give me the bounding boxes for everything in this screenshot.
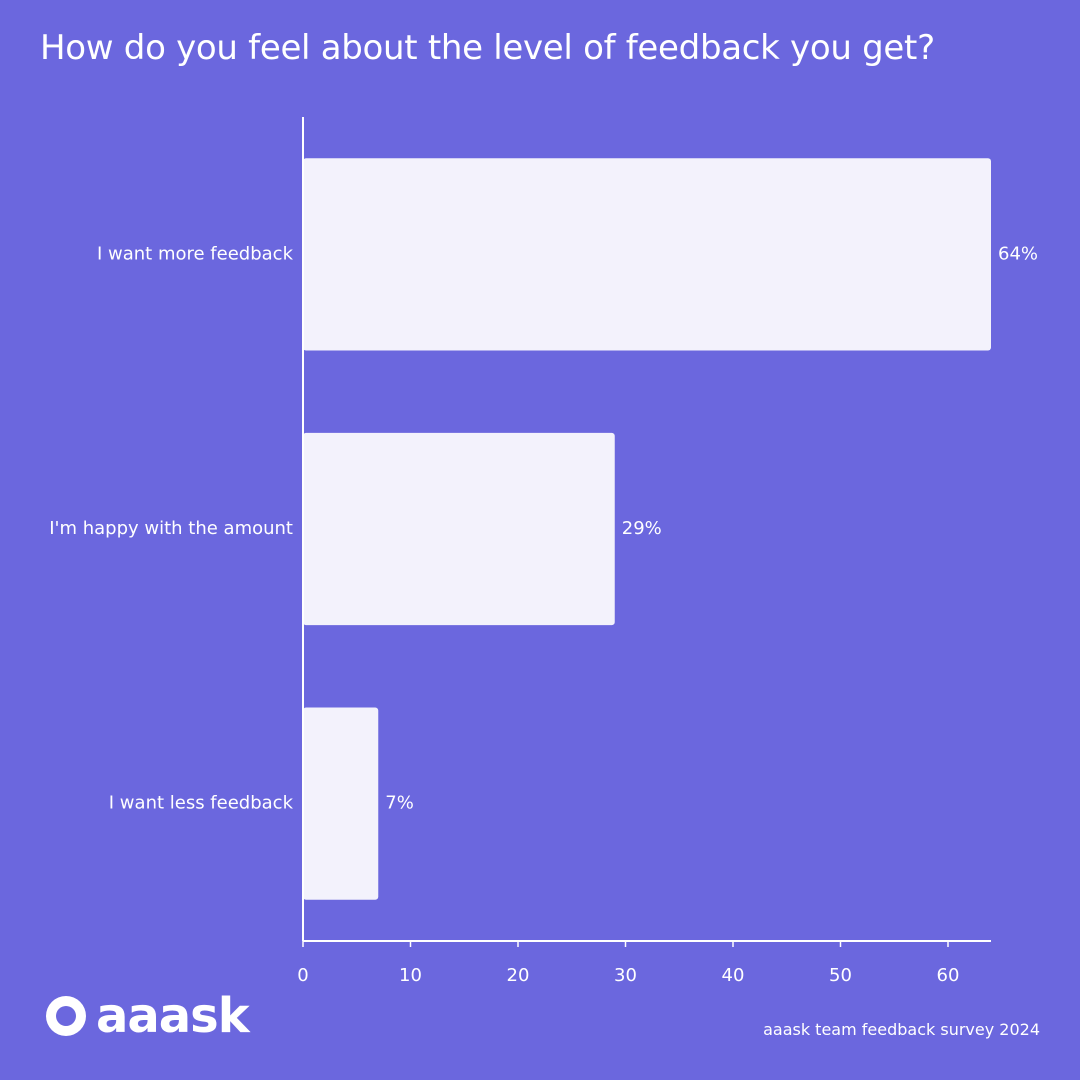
data-label: 64%	[998, 243, 1038, 264]
category-label: I want more feedback	[97, 243, 294, 264]
data-label: 29%	[622, 518, 662, 539]
brand-logo: aaask	[40, 988, 250, 1044]
chart-title: How do you feel about the level of feedb…	[40, 28, 935, 68]
logo-text: aaask	[96, 988, 250, 1044]
x-tick-label: 10	[399, 965, 422, 986]
category-label: I'm happy with the amount	[49, 518, 293, 539]
category-label: I want less feedback	[109, 793, 294, 814]
bar	[303, 432, 615, 626]
x-tick-label: 30	[614, 965, 637, 986]
source-note: aaask team feedback survey 2024	[763, 1020, 1040, 1039]
x-tick-label: 20	[507, 965, 530, 986]
bar	[303, 158, 991, 351]
x-tick-label: 40	[722, 965, 745, 986]
x-tick-label: 50	[829, 965, 852, 986]
x-tick-label: 60	[937, 965, 960, 986]
x-tick-label: 0	[297, 965, 308, 986]
aaask-logo-icon	[46, 996, 86, 1036]
bar	[303, 707, 379, 900]
data-label: 7%	[385, 793, 414, 814]
